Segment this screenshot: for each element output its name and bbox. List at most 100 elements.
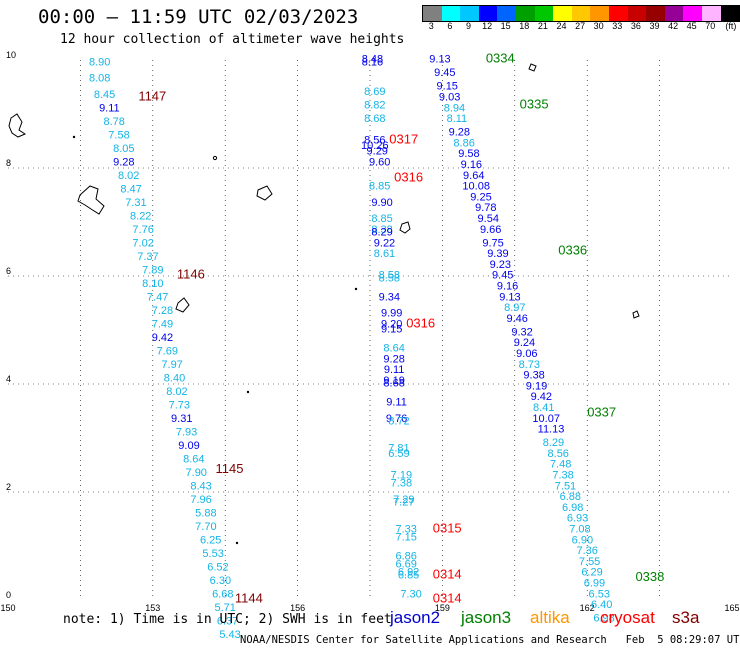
scale-swatch — [423, 6, 442, 21]
wave-height-value: 7.02 — [132, 237, 153, 249]
wave-height-value: 9.03 — [439, 92, 460, 104]
color-scale-labels: 3 6 9 12 15 18 21 24 27 30 33 36 39 42 45 70 (ft) — [422, 21, 737, 35]
scale-label: 27 — [575, 21, 586, 31]
scale-label: 30 — [593, 21, 604, 31]
wave-height-value: 8.90 — [89, 56, 110, 68]
scale-label: (ft) — [725, 21, 737, 31]
wave-height-value: 9.58 — [458, 148, 479, 160]
wave-height-value: 9.16 — [497, 281, 518, 293]
pass-label: 1144 — [235, 591, 263, 606]
wave-height-value: 6.69 — [395, 559, 416, 571]
wave-height-value: 6.59 — [388, 448, 409, 460]
pass-label: 0316 — [406, 315, 435, 330]
pass-label: 0334 — [486, 51, 515, 66]
wave-height-value: 8.41 — [533, 402, 554, 414]
wave-height-value: 10.07 — [532, 413, 560, 425]
wave-height-value: 9.90 — [371, 197, 392, 209]
scale-swatch — [646, 6, 665, 21]
wave-height-value: 9.75 — [482, 237, 503, 249]
wave-height-value: 9.13 — [429, 54, 450, 66]
wave-height-value: 5.88 — [195, 507, 216, 519]
wave-height-value: 9.42 — [152, 332, 173, 344]
wave-height-value: 9.22 — [374, 237, 395, 249]
wave-height-value: 9.20 — [381, 318, 402, 330]
scale-label: 70 — [705, 21, 716, 31]
wave-height-value: 7.51 — [555, 480, 576, 492]
wave-height-value: 7.76 — [132, 224, 153, 236]
pass-label: 0314 — [433, 566, 462, 581]
wave-height-value: 9.28 — [383, 353, 404, 365]
x-tick-label: 162 — [580, 603, 595, 613]
island-outline — [256, 185, 273, 201]
scale-label: 45 — [686, 21, 697, 31]
legend-jason3: jason3 — [461, 608, 512, 627]
scale-swatch — [664, 6, 684, 21]
wave-height-value: 8.48 — [362, 54, 383, 66]
wave-height-value: 8.29 — [371, 227, 392, 239]
wave-height-value: 9.39 — [487, 248, 508, 260]
wave-height-value: 6.37 — [217, 615, 238, 627]
wave-height-value: 9.15 — [381, 324, 402, 336]
wave-height-value: 6.53 — [589, 588, 610, 600]
wave-height-value: 6.88 — [560, 491, 581, 503]
pass-label: 0315 — [433, 521, 462, 536]
wave-height-value: 5.71 — [214, 602, 235, 614]
wave-height-value: 8.56 — [548, 448, 569, 460]
wave-height-value: 7.38 — [391, 478, 412, 490]
wave-height-value: 6.85 — [398, 569, 419, 581]
pass-label: 0338 — [635, 569, 664, 584]
y-tick-label: 0 — [6, 590, 11, 600]
wave-height-value: 8.73 — [519, 359, 540, 371]
grid-lines — [8, 60, 732, 600]
page-subtitle: 12 hour collection of altimeter wave hei… — [60, 32, 405, 47]
page-title: 00:00 — 11:59 UTC 02/03/2023 — [38, 6, 359, 28]
scale-label: 42 — [668, 21, 679, 31]
wave-height-value: 8.02 — [118, 170, 139, 182]
wave-height-value: 5.43 — [219, 629, 240, 641]
scale-swatch — [683, 6, 702, 21]
wave-height-value: 7.47 — [147, 291, 168, 303]
scale-label: 39 — [649, 21, 660, 31]
wave-height-value: 9.11 — [99, 102, 120, 114]
scale-swatch — [497, 6, 516, 21]
pass-label: 0317 — [389, 132, 418, 147]
legend-altika: altika — [530, 608, 570, 627]
wave-height-value: 7.69 — [157, 345, 178, 357]
wave-height-value: 7.29 — [393, 494, 414, 506]
islet-dot — [72, 135, 76, 139]
wave-height-value: 10.26 — [361, 140, 389, 152]
islands-layer — [8, 63, 640, 545]
wave-height-value: 9.19 — [383, 375, 404, 387]
wave-height-value: 6.29 — [581, 567, 602, 579]
island-outline — [175, 297, 190, 313]
wave-height-value: 10.08 — [462, 181, 490, 193]
wave-height-value: 8.45 — [94, 89, 115, 101]
wave-height-value: 6.90 — [572, 534, 593, 546]
pass-label: 0335 — [520, 97, 549, 112]
wave-height-value: 7.08 — [569, 524, 590, 536]
wave-height-value: 7.15 — [395, 532, 416, 544]
scale-swatch — [571, 6, 591, 21]
wave-height-value: 7.37 — [137, 251, 158, 263]
x-tick-label: 165 — [724, 603, 739, 613]
scale-swatch — [590, 6, 609, 21]
wave-height-value: 8.61 — [374, 248, 395, 260]
pass-label: 0316 — [394, 170, 423, 185]
y-tick-label: 10 — [6, 50, 16, 60]
wave-height-value: 9.29 — [367, 146, 388, 158]
wave-height-value: 9.23 — [490, 259, 511, 271]
axis-labels: 150 153 156 159 162 165 0 2 4 6 8 10 — [0, 50, 739, 613]
wave-height-value: 6.93 — [567, 513, 588, 525]
scale-label: 12 — [482, 21, 493, 31]
wave-height-value: 9.28 — [113, 156, 134, 168]
x-tick-label: 159 — [435, 603, 450, 613]
credit-line: NOAA/NESDIS Center for Satellite Applica… — [240, 634, 740, 646]
wave-height-value: 8.38 — [371, 224, 392, 236]
wave-height-value: 9.25 — [470, 191, 491, 203]
wave-height-value: 8.43 — [190, 480, 211, 492]
wave-height-value: 9.60 — [369, 156, 390, 168]
wave-height-value: 5.53 — [202, 548, 223, 560]
wave-height-value: 8.64 — [383, 343, 404, 355]
scale-label: 3 — [428, 21, 434, 31]
